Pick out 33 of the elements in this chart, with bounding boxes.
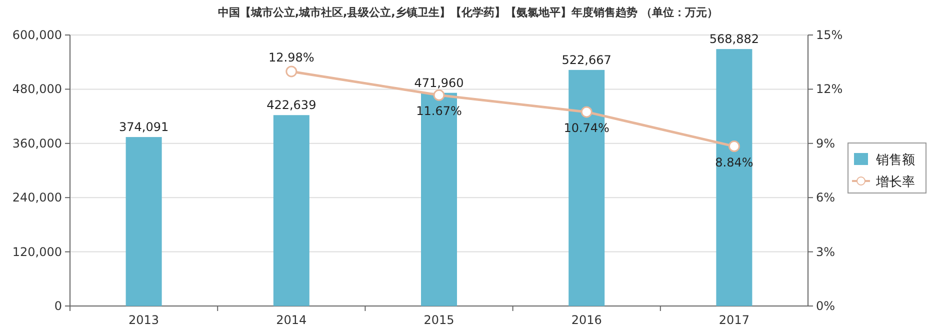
y2-tick-label: 0% [816, 299, 836, 313]
x-tick-label: 2014 [276, 313, 307, 327]
bar [273, 115, 310, 306]
y-tick-label: 480,000 [12, 82, 62, 96]
legend-label: 销售额 [875, 153, 915, 168]
y-tick-label: 600,000 [12, 28, 62, 42]
bar [126, 137, 162, 306]
x-tick-label: 2015 [424, 313, 454, 327]
data-label: 12.98% [268, 50, 314, 64]
x-tick-label: 2013 [128, 313, 160, 327]
point [433, 89, 445, 101]
point [286, 66, 298, 78]
point [580, 106, 592, 118]
y2-tick-label: 9% [816, 136, 836, 150]
data-label: 471,960 [414, 76, 464, 90]
data-label: 522,667 [562, 52, 612, 67]
y2-tick-label: 12% [816, 82, 843, 96]
x-tick-label: 2016 [571, 313, 602, 327]
bar [716, 49, 752, 306]
point [728, 140, 740, 152]
y-tick-label: 240,000 [12, 190, 62, 205]
y2-tick-label: 3% [816, 244, 836, 259]
y2-tick-label: 15% [816, 28, 843, 42]
data-label: 374,091 [118, 120, 169, 134]
y2-tick-label: 6% [816, 190, 836, 205]
y-tick-label: 120,000 [12, 244, 62, 259]
y-tick-label: 0 [54, 299, 62, 313]
data-label: 568,882 [709, 32, 760, 46]
x-tick-label: 2017 [718, 313, 750, 327]
legend-label: 增长率 [875, 174, 915, 190]
y-tick-label: 360,000 [12, 136, 62, 150]
data-label: 422,639 [266, 98, 316, 112]
chart-title: 中国【城市公立,城市社区,县级公立,乡镇卫生】【化学药】【氨氯地平】年度销售趋势 （单位：万元） [218, 6, 718, 19]
